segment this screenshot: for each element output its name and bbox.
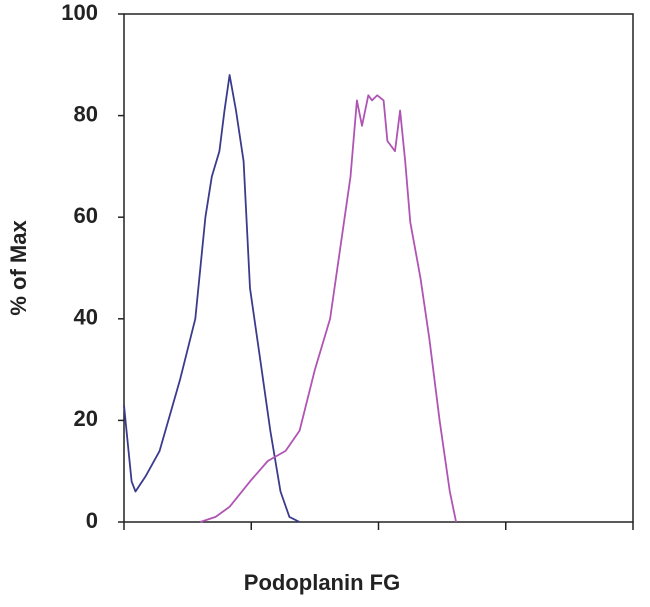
y-tick-label: 60 [74, 203, 98, 228]
histogram-line [200, 94, 457, 523]
y-tick-label: 0 [86, 508, 98, 533]
x-axis-label: Podoplanin FG [244, 570, 400, 595]
y-tick-label: 80 [74, 101, 98, 126]
y-axis-label: % of Max [6, 220, 31, 316]
y-tick-label: 40 [74, 305, 98, 330]
histogram-line [123, 74, 301, 523]
y-tick-label: 100 [61, 0, 98, 25]
y-tick-label: 20 [74, 406, 98, 431]
